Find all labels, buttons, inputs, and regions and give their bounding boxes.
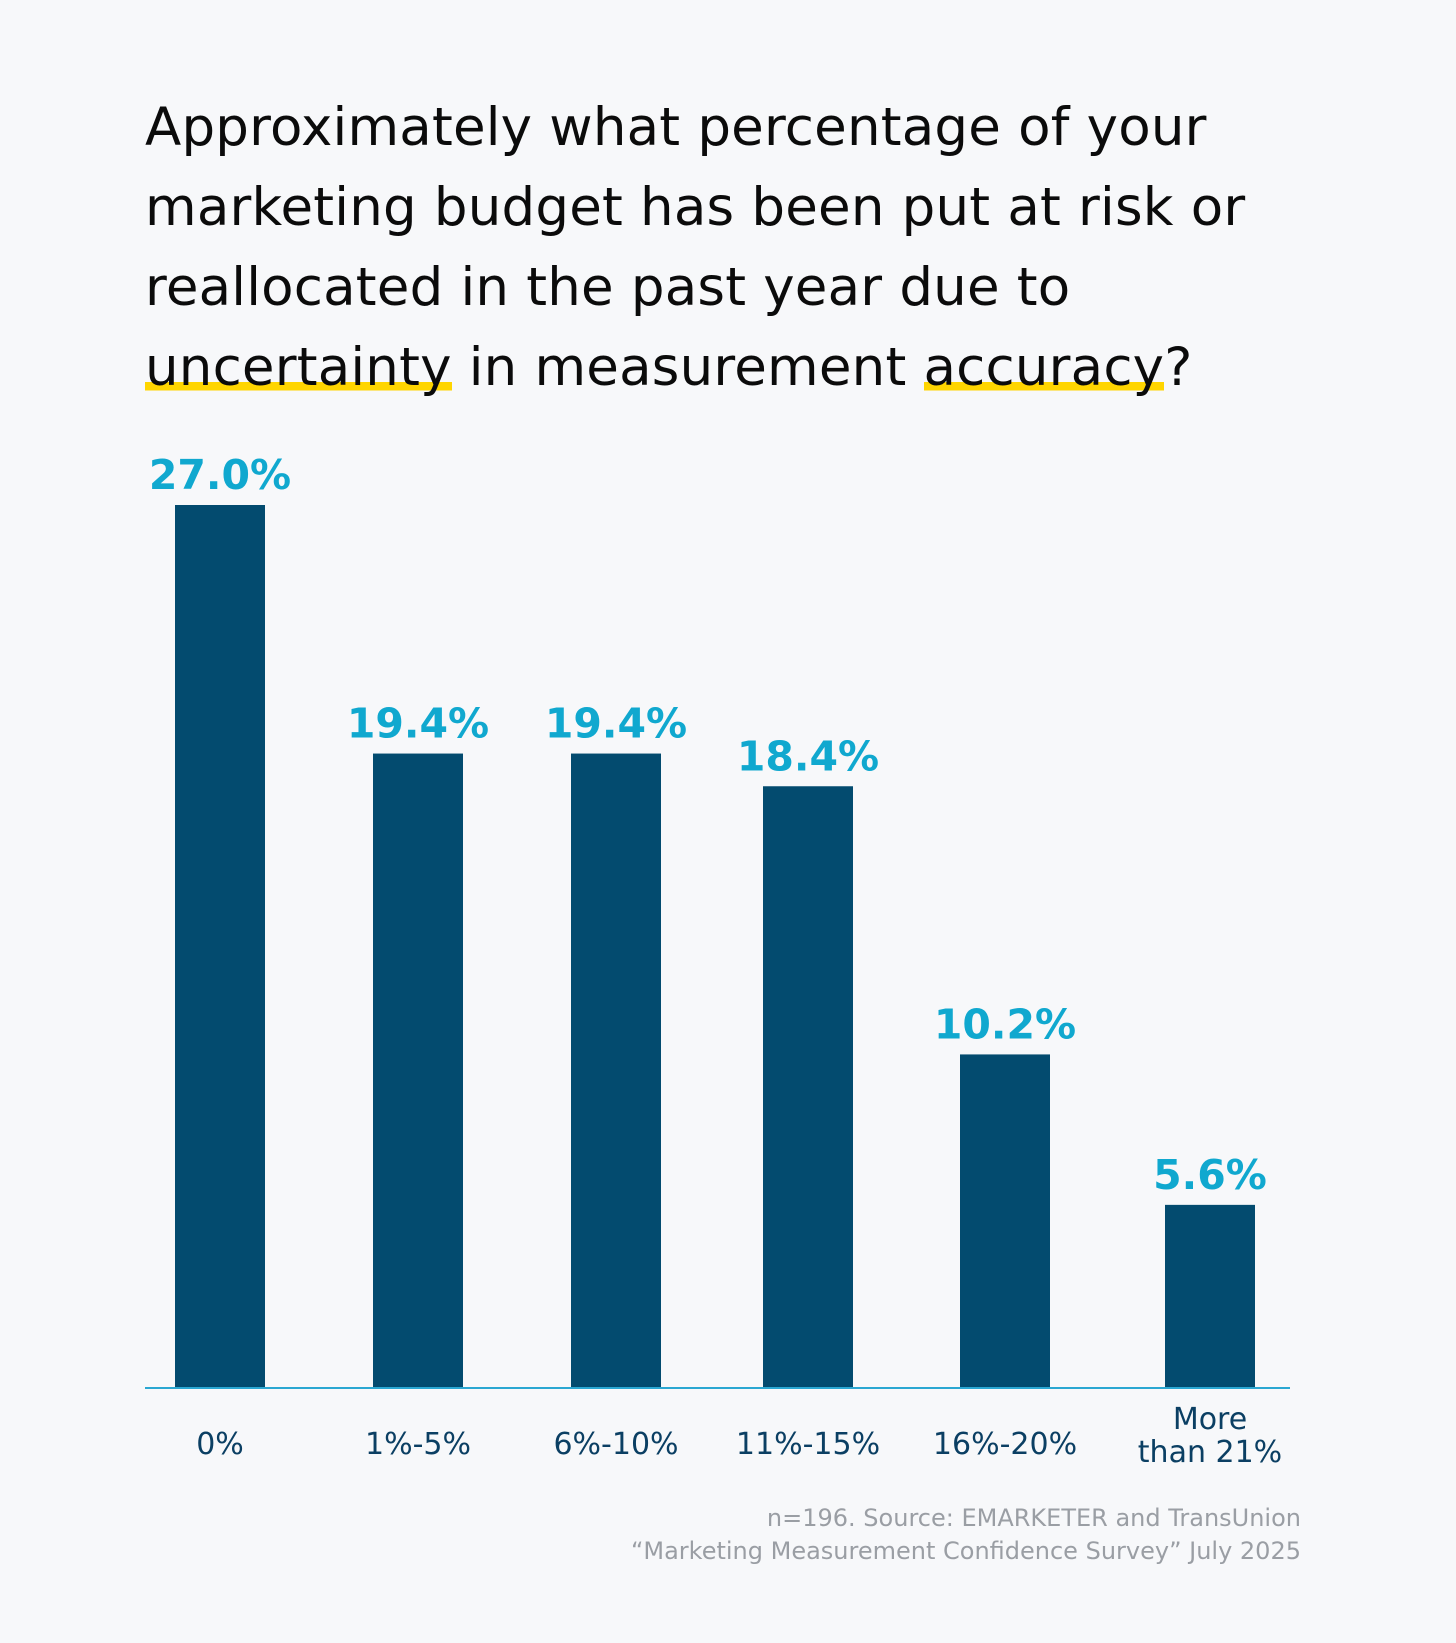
bar-5 bbox=[1165, 1204, 1255, 1388]
bar-3 bbox=[763, 786, 853, 1388]
bar-2 bbox=[571, 753, 661, 1388]
value-label-3: 18.4% bbox=[737, 732, 879, 780]
value-label-4: 10.2% bbox=[934, 1000, 1076, 1048]
footnote-line-2: “Marketing Measurement Confidence Survey… bbox=[630, 1537, 1301, 1565]
bar-0 bbox=[175, 505, 265, 1388]
value-label-5: 5.6% bbox=[1153, 1151, 1267, 1199]
title-highlight-uncertainty: uncertainty bbox=[145, 337, 452, 398]
category-label-5-line-0: More bbox=[1173, 1402, 1247, 1437]
bar-4 bbox=[960, 1054, 1050, 1388]
value-label-2: 19.4% bbox=[545, 700, 687, 748]
bar-1 bbox=[373, 753, 463, 1388]
footnote-line-1: n=196. Source: EMARKETER and TransUnion bbox=[766, 1504, 1301, 1532]
category-label-5-line-1: than 21% bbox=[1138, 1435, 1282, 1470]
value-label-1: 19.4% bbox=[347, 700, 489, 748]
category-label-0: 0% bbox=[196, 1427, 244, 1462]
category-label-4: 16%-20% bbox=[933, 1427, 1077, 1462]
title-text-1: Approximately what percentage of your ma… bbox=[145, 97, 1246, 318]
title-highlight-accuracy: accuracy bbox=[923, 337, 1165, 398]
category-label-1: 1%-5% bbox=[365, 1427, 471, 1462]
source-footnote: n=196. Source: EMARKETER and TransUnion … bbox=[401, 1502, 1301, 1568]
title-text-2: in measurement bbox=[468, 337, 907, 398]
value-label-0: 27.0% bbox=[149, 451, 291, 499]
category-label-2: 6%-10% bbox=[553, 1427, 678, 1462]
chart-title: Approximately what percentage of your ma… bbox=[145, 88, 1345, 408]
category-label-3: 11%-15% bbox=[736, 1427, 880, 1462]
title-text-3: ? bbox=[1164, 337, 1193, 398]
